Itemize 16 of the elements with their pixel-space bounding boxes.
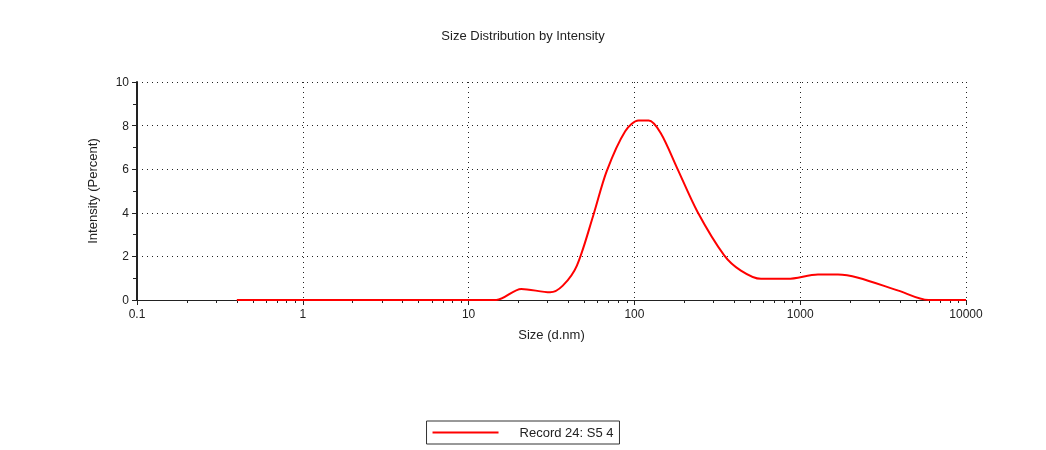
y-tick-label: 4 (122, 205, 130, 220)
x-tick-label: 1 (299, 307, 307, 321)
text: Record 24: S5 4 (519, 425, 614, 440)
y-tick-label: 6 (122, 162, 130, 177)
y-tick-label: 8 (122, 118, 130, 133)
y-tick-label: 10 (115, 75, 130, 89)
x-tick-label: 1000 (786, 307, 814, 321)
x-tick-label: 100 (624, 307, 645, 321)
x-axis-title: Size (d.nm) (518, 327, 585, 342)
y-axis-title: Intensity (Percent) (85, 138, 100, 244)
chart-title: Size Distribution by Intensity (441, 28, 606, 43)
x-tick-label: 0.1 (128, 307, 146, 321)
x-tick-label: 10 (461, 307, 476, 321)
y-tick-label: 0 (122, 293, 130, 307)
y-tick-label: 2 (122, 249, 130, 264)
x-tick-label: 10000 (949, 307, 984, 321)
